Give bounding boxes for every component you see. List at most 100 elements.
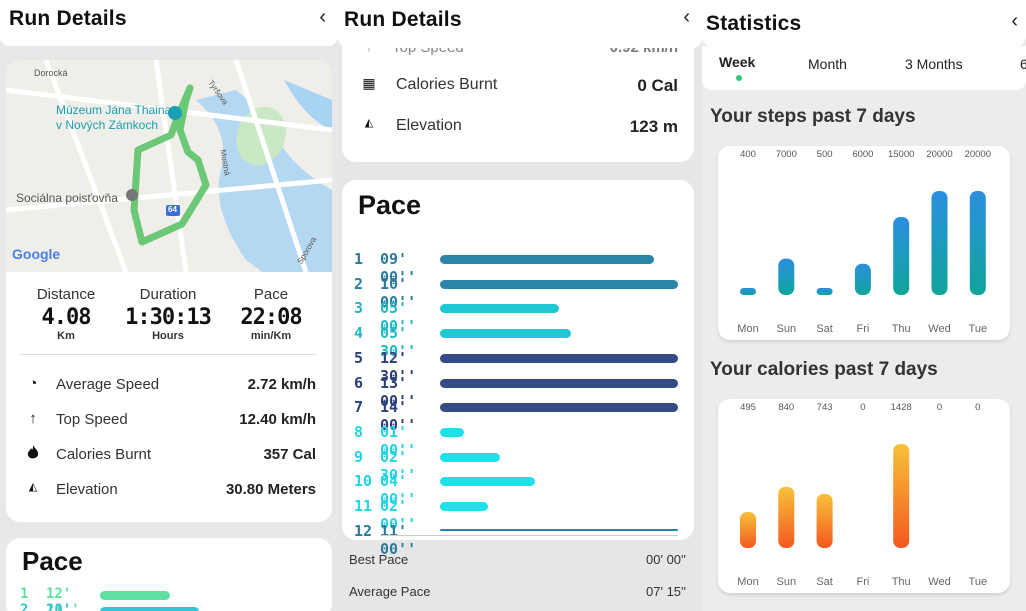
- bar[interactable]: [816, 288, 833, 295]
- stat-row-label: Top Speed: [56, 411, 128, 428]
- stat-row-label: Average Speed: [56, 376, 160, 393]
- stat-label: Distance: [36, 286, 96, 303]
- bar[interactable]: [778, 486, 795, 548]
- distance-stat: Distance 4.08 Km: [16, 286, 116, 342]
- mountain-icon: ◭: [364, 117, 374, 129]
- best-pace-label: Best Pace: [349, 552, 409, 567]
- category-label: Tue: [969, 323, 988, 335]
- stats-card: ↑ Top Speed 0.92 km/h ▦ Calories Burnt 0…: [342, 30, 694, 162]
- page-title: Statistics: [706, 12, 802, 35]
- stat-row-value: 123 m: [629, 117, 678, 136]
- bar[interactable]: [816, 493, 833, 548]
- pace-bar: [440, 528, 678, 531]
- pace-bar: [100, 607, 199, 611]
- pace-split-number: 4: [354, 324, 364, 343]
- stat-value: 1:30:13: [125, 305, 212, 330]
- bar[interactable]: [893, 444, 910, 548]
- stat-row-value: 2.72 km/h: [247, 376, 316, 393]
- bar[interactable]: [778, 258, 795, 295]
- stat-row: ◭ Elevation 123 m: [360, 114, 678, 138]
- pace-split-time: 10' 00'': [380, 274, 417, 311]
- steps-chart[interactable]: 400 Mon 7000 Sun 500 Sat 6000 Fri 15000 Thu 20000 W…: [718, 146, 1010, 340]
- stat-row-value: 30.80 Meters: [225, 481, 316, 498]
- stat-row-label: Calories Burnt: [56, 446, 152, 463]
- bar-value-label: 0: [860, 402, 865, 413]
- bar[interactable]: [854, 263, 871, 295]
- header: Run Details ‹: [0, 0, 338, 46]
- bar-value-label: 15000: [888, 149, 914, 160]
- back-chevron-icon[interactable]: ‹: [319, 6, 326, 28]
- pace-split-time: 04' 00'': [380, 472, 417, 509]
- steps-chart-svg: 400 Mon 7000 Sun 500 Sat 6000 Fri 15000 Thu 20000 W…: [737, 149, 991, 335]
- pace-title: Pace: [22, 546, 83, 576]
- stat-value: 22:08: [240, 305, 302, 330]
- pace-bar: [100, 591, 171, 600]
- pace-bar: [440, 452, 500, 462]
- category-label: Mon: [737, 323, 758, 335]
- back-chevron-icon[interactable]: ‹: [683, 6, 690, 28]
- pace-split-number: 2: [20, 602, 29, 611]
- pace-split-time: 09' 00'': [380, 250, 417, 286]
- pace-split-time: 02' 00'': [380, 497, 417, 533]
- tab-month[interactable]: Month: [808, 56, 847, 72]
- tab-3-months[interactable]: 3 Months: [905, 56, 963, 72]
- bar[interactable]: [931, 191, 948, 295]
- active-tab-indicator: [736, 75, 742, 81]
- flame-icon: [24, 445, 42, 464]
- pace-split-number: 3: [354, 299, 364, 318]
- stat-unit: min/Km: [250, 330, 292, 342]
- pace-split-number: 8: [354, 422, 364, 441]
- header: Run Details ‹: [338, 0, 702, 48]
- bar-value-label: 495: [740, 402, 756, 413]
- mountain-icon: ◭: [28, 481, 38, 493]
- stat-row: Calories Burnt 357 Cal: [24, 443, 316, 467]
- back-chevron-icon[interactable]: ‹: [1011, 10, 1018, 32]
- divider: [20, 354, 316, 355]
- bar-value-label: 20000: [965, 149, 991, 160]
- map-label: Sociálna poisťovňa: [16, 191, 118, 205]
- pace-split-number: 7: [354, 398, 364, 417]
- route-map[interactable]: Dorocká Múzeum Jána Thaina v Nových Zámk…: [6, 60, 332, 272]
- run-details-panel-2: ↑ Top Speed 0.92 km/h ▦ Calories Burnt 0…: [338, 0, 702, 611]
- category-label: Tue: [969, 576, 988, 588]
- bar[interactable]: [740, 288, 756, 295]
- stat-row: ↑ Top Speed 12.40 km/h: [24, 408, 316, 432]
- bar-value-label: 0: [975, 402, 980, 413]
- steps-section-title: Your steps past 7 days: [710, 106, 916, 127]
- calories-chart[interactable]: 495 Mon 840 Sun 743 Sat 0 Fri 1428 Thu 0 Wed 0 Tue: [718, 399, 1010, 593]
- category-label: Sun: [777, 576, 797, 588]
- pace-split-number: 1: [354, 250, 364, 268]
- page-title: Run Details: [9, 7, 127, 30]
- tab-6-months[interactable]: 6: [1020, 56, 1026, 72]
- bar[interactable]: [740, 511, 756, 548]
- category-label: Fri: [856, 323, 869, 335]
- pace-bar: [440, 353, 678, 363]
- pace-split-number: 2: [354, 274, 364, 293]
- pace-bar: [440, 378, 678, 388]
- pace-split-number: 6: [354, 373, 364, 392]
- category-label: Thu: [892, 576, 911, 588]
- stat-row-value: 12.40 km/h: [239, 411, 316, 428]
- header: Statistics ‹: [702, 0, 1026, 46]
- category-label: Fri: [856, 576, 869, 588]
- average-pace-label: Average Pace: [349, 584, 431, 599]
- stat-row-label: Elevation: [56, 481, 118, 498]
- category-label: Sat: [816, 576, 833, 588]
- bar[interactable]: [969, 191, 986, 295]
- bar-value-label: 20000: [926, 149, 952, 160]
- stat-unit: Hours: [152, 330, 184, 342]
- tab-week[interactable]: Week: [719, 54, 756, 70]
- category-label: Sun: [777, 323, 797, 335]
- pace-bar: [440, 304, 559, 314]
- stat-row: ◭ Elevation 30.80 Meters: [24, 478, 316, 502]
- bar[interactable]: [893, 217, 910, 295]
- pace-split-time: 14' 00'': [380, 398, 417, 435]
- map-label: Múzeum Jána Thaina: [56, 103, 172, 117]
- pace-split-time: 01' 00'': [380, 422, 417, 459]
- pace-split-number: 10: [354, 472, 373, 491]
- pace-split-number: 11: [354, 497, 373, 515]
- pace-split-number: 9: [354, 447, 364, 466]
- pace-bar: [440, 255, 655, 264]
- run-details-panel-1: Run Details ‹ Dorocká Múzeum Jána Thaina…: [0, 0, 338, 611]
- bar-value-label: 400: [740, 149, 756, 160]
